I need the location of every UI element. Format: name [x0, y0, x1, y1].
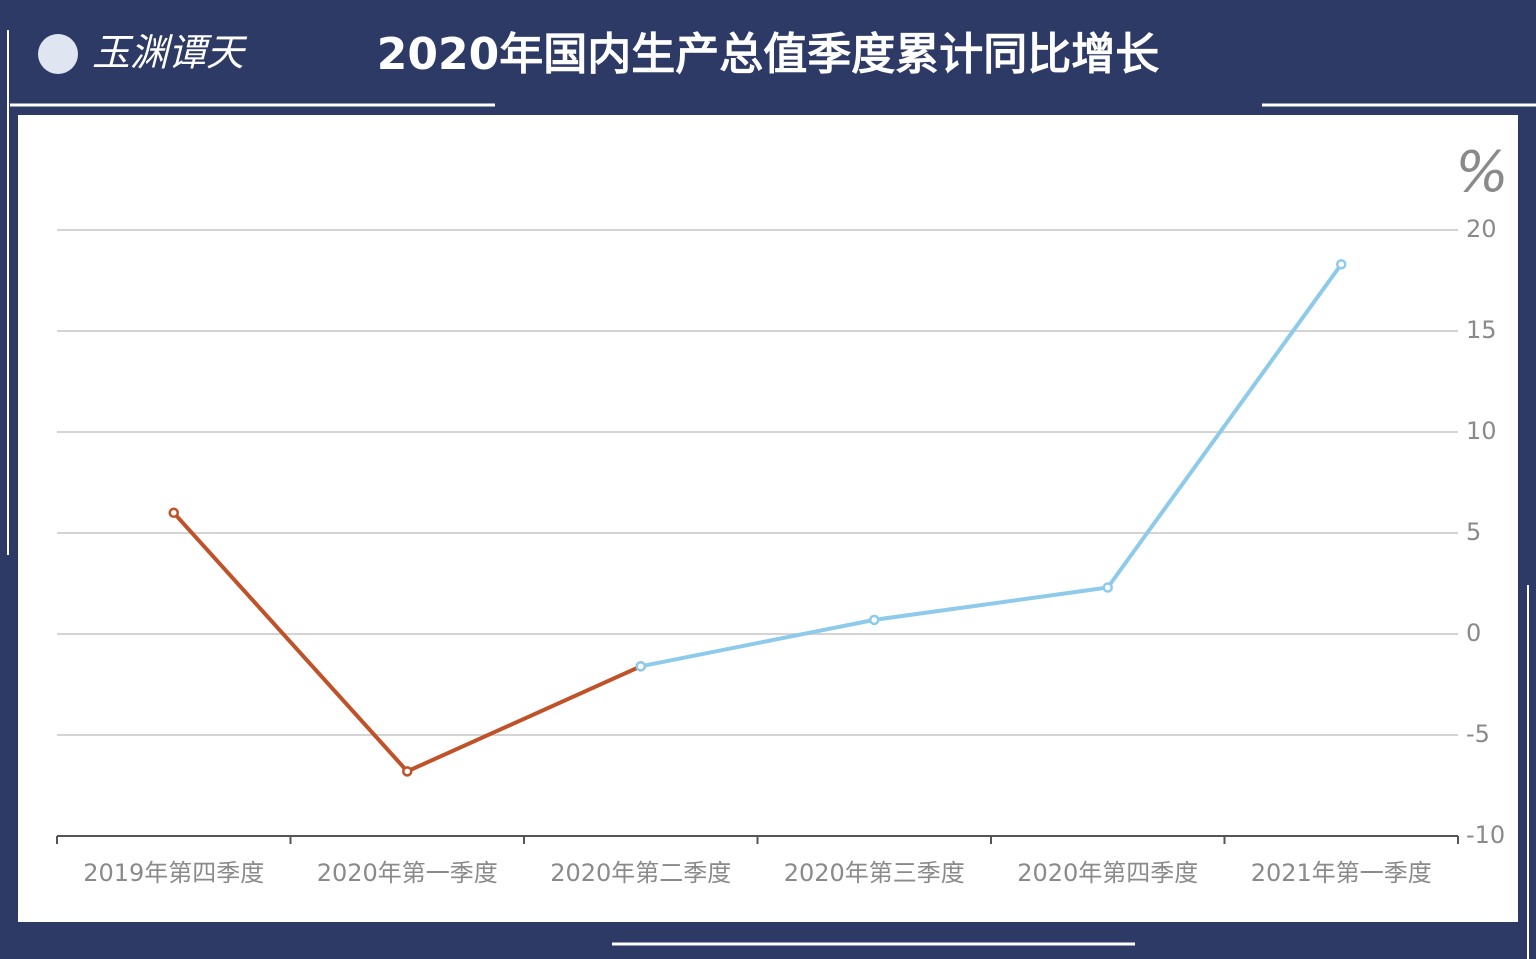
- y-tick-label: -5: [1466, 720, 1490, 748]
- line: [640, 263, 1343, 669]
- x-tick-label: 2020年第一季度: [317, 859, 498, 887]
- logo-icon: [38, 34, 78, 74]
- chart-title: 2020年国内生产总值季度累计同比增长: [377, 29, 1159, 80]
- panel: [18, 115, 1518, 922]
- point: [869, 614, 880, 626]
- x-tick-label: 2021年第一季度: [1251, 859, 1432, 887]
- y-tick-label: 10: [1466, 417, 1497, 445]
- x-tick-label: 2020年第二季度: [550, 859, 731, 887]
- y-tick-label: 5: [1466, 518, 1481, 546]
- y-tick-label: -10: [1466, 821, 1505, 849]
- logo: 玉渊谭天: [92, 31, 248, 75]
- point: [1336, 259, 1347, 270]
- point: [635, 661, 646, 672]
- point: [402, 766, 413, 777]
- x-tick-label: 2019年第四季度: [83, 859, 264, 887]
- y-tick-label: 15: [1466, 316, 1497, 344]
- y-axis-label: %: [1455, 140, 1508, 205]
- y-tick-label: 20: [1466, 215, 1497, 243]
- x-tick-label: 2020年第四季度: [1017, 859, 1198, 887]
- point: [1102, 582, 1113, 593]
- point: [168, 507, 179, 519]
- x-tick-label: 2020年第三季度: [784, 859, 965, 887]
- y-tick-label: 0: [1466, 619, 1481, 647]
